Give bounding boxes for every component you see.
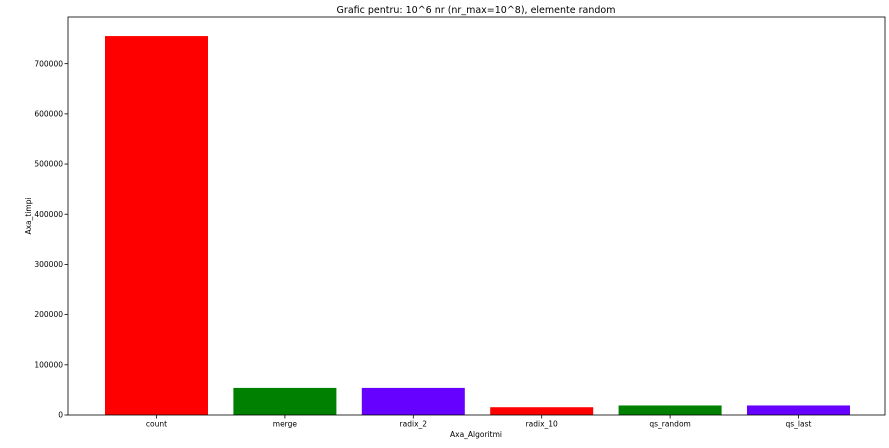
plot-frame bbox=[67, 16, 886, 416]
bar-radix_10 bbox=[490, 407, 594, 415]
y-tick-label: 100000 bbox=[34, 360, 63, 369]
bar-qs_last bbox=[747, 405, 850, 415]
chart-title: Grafic pentru: 10^6 nr (nr_max=10^8), el… bbox=[337, 5, 616, 16]
x-tick-label-qs_random: qs_random bbox=[649, 420, 691, 429]
x-tick-label-count: count bbox=[146, 420, 167, 429]
y-tick-label: 600000 bbox=[34, 109, 63, 118]
x-axis-label: Axa_Algoritmi bbox=[450, 430, 502, 439]
x-tick-label-merge: merge bbox=[273, 420, 298, 429]
bar-qs_random bbox=[618, 405, 722, 415]
x-tick-label-qs_last: qs_last bbox=[786, 420, 812, 429]
y-tick-label: 200000 bbox=[34, 310, 63, 319]
y-tick-label: 300000 bbox=[34, 260, 63, 269]
x-tick-label-radix_2: radix_2 bbox=[400, 420, 428, 429]
plot-area: 0 100000 200000 300000 400000 500000 600000 700… bbox=[34, 16, 886, 429]
y-tick-label: 700000 bbox=[34, 59, 63, 68]
bar-merge bbox=[233, 387, 337, 415]
y-axis-label: Axa_timpi bbox=[24, 197, 33, 234]
y-tick-label: 0 bbox=[58, 411, 63, 420]
y-tick-label: 400000 bbox=[34, 210, 63, 219]
bar-count bbox=[105, 36, 208, 416]
x-tick-label-radix_10: radix_10 bbox=[526, 420, 558, 429]
y-tick-label: 500000 bbox=[34, 160, 63, 169]
bar-radix_2 bbox=[361, 387, 465, 415]
